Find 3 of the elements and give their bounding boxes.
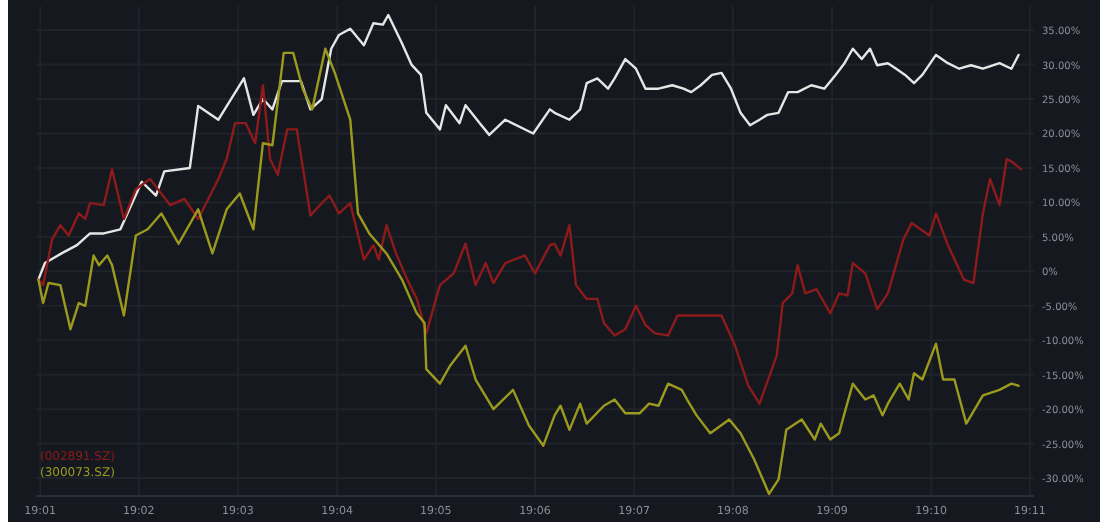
line-series xyxy=(37,84,1023,405)
line-series xyxy=(37,47,1020,496)
line-series xyxy=(37,13,1020,281)
